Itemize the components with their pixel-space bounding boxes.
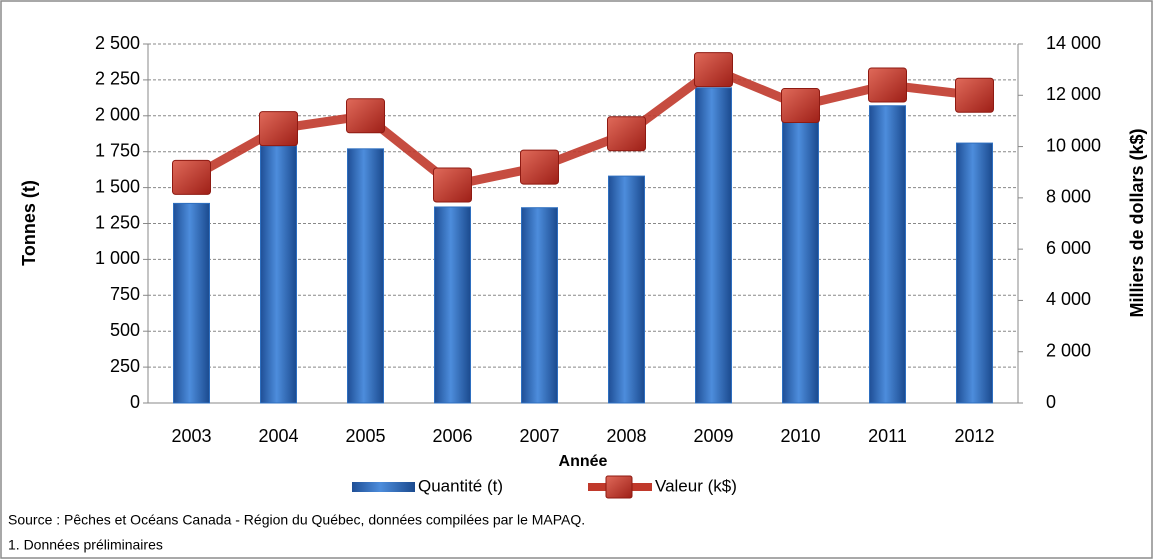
bar xyxy=(695,87,732,404)
marker xyxy=(781,88,820,124)
y2-tick-label: 4 000 xyxy=(1046,289,1091,309)
marker xyxy=(955,77,994,113)
x-tick-label: 2008 xyxy=(606,426,646,446)
y-tick-label: 1 250 xyxy=(95,212,140,232)
y2-tick-label: 2 000 xyxy=(1046,340,1091,360)
bar xyxy=(869,105,906,404)
bar xyxy=(434,206,471,404)
bar xyxy=(608,175,645,404)
source-note: Source : Pêches et Océans Canada - Régio… xyxy=(8,512,585,528)
y2-axis-title: Milliers de dollars (k$) xyxy=(1127,128,1147,317)
bar xyxy=(782,121,819,404)
y-tick-label: 750 xyxy=(110,284,140,304)
x-tick-label: 2010 xyxy=(780,426,820,446)
bar xyxy=(521,207,558,404)
x-tick-label: 2009 xyxy=(693,426,733,446)
marker xyxy=(433,167,472,203)
x-tick-label: 2005 xyxy=(345,426,385,446)
legend-marker xyxy=(605,475,633,499)
x-tick-label: 2003 xyxy=(171,426,211,446)
y2-tick-label: 6 000 xyxy=(1046,238,1091,258)
marker xyxy=(694,52,733,88)
x-tick-label: 2007 xyxy=(519,426,559,446)
y-tick-label: 250 xyxy=(110,356,140,376)
y2-tick-label: 14 000 xyxy=(1046,33,1101,53)
marker xyxy=(346,98,385,134)
bar xyxy=(956,142,993,404)
legend-swatch-bar xyxy=(352,482,415,492)
bar xyxy=(173,202,210,404)
y-axis-title: Tonnes (t) xyxy=(19,180,39,266)
x-tick-label: 2004 xyxy=(258,426,298,446)
x-tick-label: 2006 xyxy=(432,426,472,446)
y2-tick-label: 8 000 xyxy=(1046,187,1091,207)
y-tick-label: 1 500 xyxy=(95,176,140,196)
y2-tick-label: 10 000 xyxy=(1046,135,1101,155)
x-axis-title: Année xyxy=(559,453,608,470)
line xyxy=(189,65,976,190)
legend-label: Valeur (k$) xyxy=(655,476,737,495)
marker xyxy=(172,159,211,195)
marker xyxy=(520,149,559,185)
y-tick-label: 500 xyxy=(110,320,140,340)
y-tick-label: 2 250 xyxy=(95,69,140,89)
y-tick-label: 2 500 xyxy=(95,33,140,53)
y2-tick-label: 12 000 xyxy=(1046,84,1101,104)
marker xyxy=(607,116,646,152)
y-tick-label: 1 750 xyxy=(95,140,140,160)
marker xyxy=(259,111,298,147)
y2-tick-label: 0 xyxy=(1046,392,1056,412)
legend-label: Quantité (t) xyxy=(418,476,503,495)
y-tick-label: 2 000 xyxy=(95,105,140,125)
marker xyxy=(868,67,907,103)
bar xyxy=(347,148,384,404)
bar xyxy=(260,145,297,404)
x-tick-label: 2011 xyxy=(868,426,907,446)
footnote: 1. Données préliminaires xyxy=(8,537,163,553)
y-tick-label: 0 xyxy=(130,392,140,412)
y-tick-label: 1 000 xyxy=(95,248,140,268)
x-tick-label: 2012 xyxy=(954,426,994,446)
